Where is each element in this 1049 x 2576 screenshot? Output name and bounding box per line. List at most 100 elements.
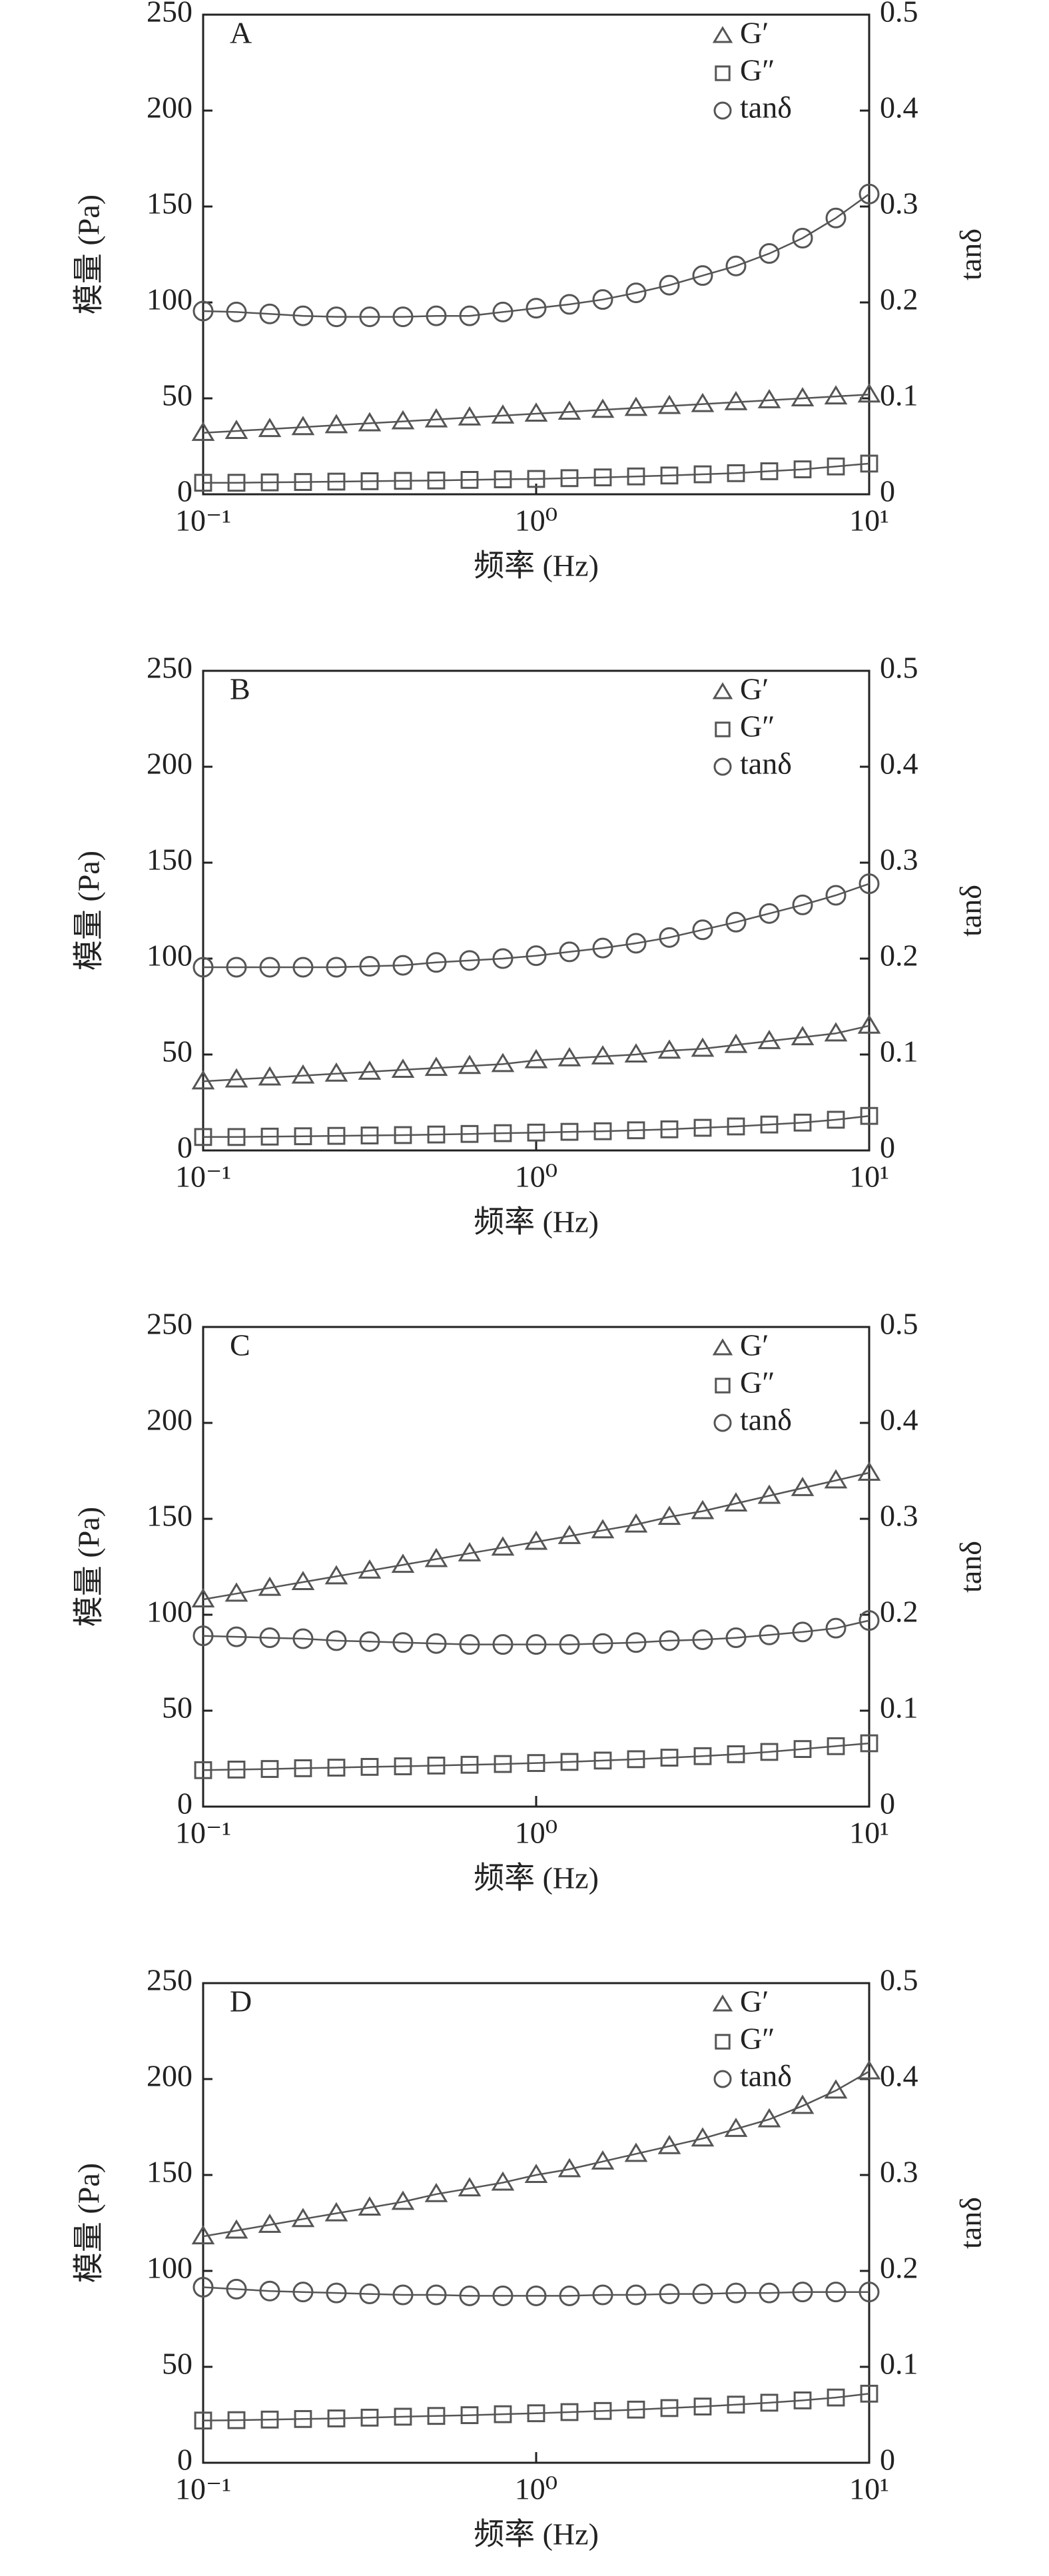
square-marker [260,2410,279,2429]
square-marker [760,462,779,480]
square-marker [560,1122,579,1141]
square-marker [460,1124,479,1143]
circle-marker [492,1634,514,1655]
triangle-marker [258,1576,282,1596]
y-tick-label: 200 [147,1403,192,1437]
triangle-marker [591,2150,615,2170]
y2-tick-label: 0 [880,2443,895,2477]
square-marker [427,471,446,490]
square-marker [760,1115,779,1134]
triangle-marker [424,408,448,428]
y2-tick-label: 0.1 [880,1035,918,1069]
circle-marker [359,2284,380,2305]
triangle-marker [657,1505,681,1525]
triangle-marker [724,390,748,410]
circle-marker [292,2282,314,2303]
triangle-marker [657,1039,681,1059]
triangle-marker [757,1484,781,1504]
square-marker [660,466,679,485]
triangle-marker [324,1565,348,1585]
triangle-marker [224,420,248,439]
triangle-marker [224,2219,248,2239]
triangle-marker [857,1461,881,1481]
triangle-marker [324,1062,348,1082]
square-marker [860,454,878,473]
triangle-marker [391,2190,415,2210]
x-tick-label: 10⁻¹ [175,1160,231,1194]
circle-marker [625,282,647,304]
y2-tick-label: 0.5 [880,0,918,29]
y2-tick-label: 0.2 [880,2251,918,2285]
square-marker [294,2409,312,2428]
circle-marker [426,305,447,326]
triangle-marker [458,1541,482,1561]
circle-marker [725,2282,747,2304]
square-marker [693,1747,712,1765]
triangle-marker [291,2208,315,2228]
circle-marker [192,1625,214,1647]
circle-marker [659,1630,680,1651]
legend-label: G′ [740,1984,769,2018]
triangle-marker [291,416,315,436]
square-marker [660,1749,679,1767]
y2-tick-label: 0.4 [880,91,918,125]
y-tick-label: 0 [177,474,192,508]
x-tick-label: 10⁰ [515,504,557,538]
y2-axis-label: tanδ [954,885,988,937]
square-marker [693,465,712,484]
circle-marker [759,243,780,264]
circle-marker [292,305,314,326]
y2-tick-label: 0.5 [880,651,918,685]
circle-marker [192,957,214,978]
series-line [203,883,870,969]
triangle-marker [691,2127,715,2147]
y-tick-label: 100 [147,939,192,973]
triangle-marker [624,1513,648,1533]
circle-marker [792,894,813,915]
y-tick-label: 200 [147,747,192,781]
triangle-marker [491,404,515,424]
triangle-marker [524,1049,548,1069]
triangle-marker [724,2117,748,2137]
circle-marker [825,1617,847,1639]
series-line [202,1472,870,1601]
series-line [203,1114,870,1138]
square-marker [860,1106,878,1125]
x-axis-label: 频率 (Hz) [474,549,599,583]
square-marker [327,472,346,491]
triangle-marker [791,387,815,406]
square-marker [793,460,812,478]
circle-marker [759,903,780,924]
circle-marker [392,306,414,328]
y2-tick-label: 0.4 [880,2059,918,2093]
y2-tick-label: 0.2 [880,1595,918,1629]
triangle-marker [712,26,733,43]
circle-marker [292,1628,314,1649]
circle-marker [525,1634,547,1655]
square-marker [560,2403,579,2421]
circle-marker [292,957,314,978]
y2-tick-label: 0.3 [880,2155,918,2189]
circle-marker [559,294,580,315]
square-marker [527,1123,545,1142]
x-tick-label: 10⁻¹ [175,2472,231,2506]
y-tick-label: 150 [147,843,192,877]
legend-label: G″ [740,53,775,87]
y2-tick-label: 0 [880,1787,895,1821]
square-marker [527,470,545,488]
y2-tick-label: 0.4 [880,747,918,781]
legend-label: tanδ [740,1403,792,1437]
triangle-marker [424,1057,448,1076]
triangle-marker [391,1553,415,1573]
square-marker [715,65,731,81]
y2-axis-label: tanδ [954,1541,988,1593]
square-marker [394,1757,412,1775]
triangle-marker [191,421,215,441]
y-tick-label: 250 [147,0,192,29]
square-marker [460,2406,479,2424]
triangle-marker [358,1061,382,1080]
circle-marker [192,300,214,322]
y-axis-label: 模量 (Pa) [72,1507,106,1627]
y-axis-label: 模量 (Pa) [72,195,106,314]
